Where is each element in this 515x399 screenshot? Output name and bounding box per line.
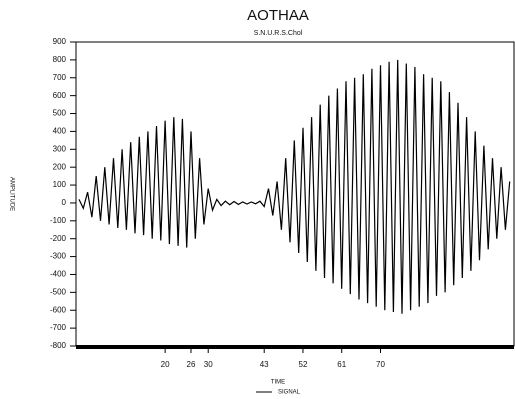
y-tick-label: -100	[50, 216, 67, 225]
x-tick-label: 70	[376, 360, 385, 369]
y-tick-label: -800	[50, 341, 67, 350]
y-tick-label: -300	[50, 252, 67, 261]
x-tick-label: 20	[161, 360, 170, 369]
y-tick-label: 500	[53, 109, 67, 118]
y-tick-label: 700	[53, 73, 67, 82]
x-tick-label: 43	[260, 360, 269, 369]
y-tick-label: 100	[53, 180, 67, 189]
y-axis-label: AMPLITUDE	[8, 177, 14, 211]
y-tick-label: 900	[53, 37, 67, 46]
chart-title: AOTHAA	[247, 7, 309, 24]
y-tick-label: -400	[50, 270, 67, 279]
x-tick-label: 26	[187, 360, 196, 369]
x-axis-label: TIME	[271, 380, 285, 386]
signal-line	[78, 59, 511, 314]
y-tick-label: -700	[50, 323, 67, 332]
x-tick-label: 61	[337, 360, 346, 369]
y-tick-label: -200	[50, 234, 67, 243]
y-tick-label: -600	[50, 305, 67, 314]
y-tick-label: 600	[53, 91, 67, 100]
x-tick-label: 52	[299, 360, 308, 369]
y-tick-label: 0	[62, 198, 67, 207]
x-tick-label: 30	[204, 360, 213, 369]
y-tick-label: 300	[53, 144, 67, 153]
chart-subtitle: S.N.U.R.S.Chol	[254, 30, 303, 37]
y-tick-label: 400	[53, 127, 67, 136]
y-tick-label: 800	[53, 55, 67, 64]
y-tick-label: 200	[53, 162, 67, 171]
legend-label: SIGNAL	[278, 390, 301, 396]
y-tick-label: -500	[50, 287, 67, 296]
